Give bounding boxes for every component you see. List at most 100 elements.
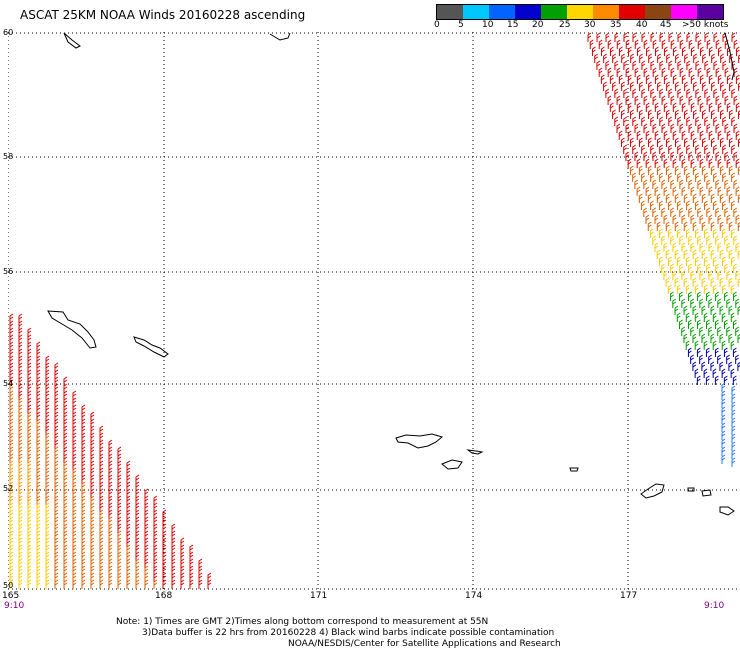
wind-barb (688, 179, 693, 189)
wind-barb (719, 221, 724, 231)
wind-barb (720, 109, 724, 119)
wind-barb (72, 551, 77, 561)
wind-barb (81, 418, 86, 428)
wind-barb (710, 249, 715, 259)
colorbar-label: 45 (660, 20, 672, 30)
wind-barb (694, 228, 699, 238)
wind-barb (108, 509, 113, 519)
wind-barb (9, 488, 14, 498)
wind-barb (712, 256, 717, 266)
wind-barb (674, 221, 679, 231)
wind-barb (27, 327, 32, 337)
wind-barb (638, 165, 643, 175)
wind-barb (18, 579, 23, 589)
wind-barb (704, 32, 709, 42)
wind-barb (99, 446, 104, 456)
wind-barb (717, 354, 721, 364)
wind-barb (18, 509, 23, 519)
wind-barb (153, 565, 158, 575)
wind-barb (117, 460, 122, 470)
wind-barb (632, 144, 636, 154)
wind-barb (692, 165, 697, 175)
wind-barb (63, 460, 68, 470)
wind-barb (81, 516, 86, 526)
wind-barb (697, 319, 701, 329)
wind-barb (706, 39, 711, 49)
lon-label-174: 174 (465, 591, 483, 601)
wind-barb (661, 207, 666, 217)
wind-barb (632, 116, 637, 126)
wind-barb (690, 354, 694, 364)
wind-barb (685, 256, 690, 266)
wind-barb (9, 348, 14, 358)
wind-barb (90, 453, 95, 463)
wind-barb (126, 460, 131, 470)
wind-barb (9, 530, 14, 540)
wind-barb (735, 186, 740, 196)
wind-barb (90, 509, 95, 519)
wind-barb (721, 256, 726, 266)
wind-barb (108, 572, 113, 582)
wind-barb (677, 88, 682, 98)
wind-barb (686, 60, 691, 70)
wind-barb (695, 116, 700, 126)
wind-barb (701, 221, 706, 231)
wind-barb (681, 214, 686, 224)
wind-barb (711, 81, 715, 91)
wind-barb (18, 341, 23, 351)
wind-barb (54, 509, 59, 519)
wind-barb (63, 537, 68, 547)
wind-barb (636, 74, 641, 84)
wind-barb (108, 439, 113, 449)
wind-barb (171, 537, 176, 547)
wind-barb (703, 312, 708, 322)
wind-barb (708, 214, 713, 224)
wind-barb (607, 67, 612, 77)
wind-barb (90, 537, 95, 547)
wind-barb (721, 454, 726, 464)
wind-barb (728, 137, 733, 147)
wind-barb (153, 495, 158, 505)
wind-barb (45, 502, 50, 512)
wind-barb (135, 502, 140, 512)
wind-barb (189, 565, 194, 575)
wind-barb (701, 305, 706, 315)
wind-barb (198, 579, 203, 589)
wind-barb (679, 151, 684, 161)
wind-barb (117, 544, 122, 554)
wind-barb (135, 481, 140, 491)
wind-barb (9, 481, 14, 491)
wind-barb (81, 411, 86, 421)
wind-barb (690, 186, 695, 196)
wind-barb (63, 411, 68, 421)
wind-barb (715, 291, 719, 301)
wind-barb (708, 270, 713, 280)
wind-barb (731, 433, 736, 443)
wind-barb (708, 102, 713, 112)
wind-barb (27, 572, 32, 582)
wind-barb (713, 32, 718, 42)
wind-barb (697, 263, 701, 273)
wind-barb (715, 123, 720, 133)
wind-barb (723, 347, 728, 357)
wind-barb (638, 137, 643, 147)
wind-barb (153, 530, 158, 540)
wind-barb (153, 544, 158, 554)
wind-barb (72, 425, 77, 435)
colorbar-label: 5 (458, 20, 464, 30)
wind-barb (726, 326, 731, 336)
wind-barb (704, 144, 708, 154)
wind-barb (18, 558, 23, 568)
wind-barb (721, 228, 726, 238)
wind-barb (701, 361, 706, 371)
wind-barb (81, 453, 86, 463)
wind-barb (27, 383, 32, 393)
wind-barb (681, 326, 686, 336)
wind-barb (681, 242, 686, 252)
wind-barb (639, 81, 643, 91)
wind-barb (721, 312, 726, 322)
wind-barb (645, 130, 650, 140)
wind-barb (609, 46, 614, 56)
wind-barb (721, 368, 726, 378)
wind-barb (656, 137, 661, 147)
